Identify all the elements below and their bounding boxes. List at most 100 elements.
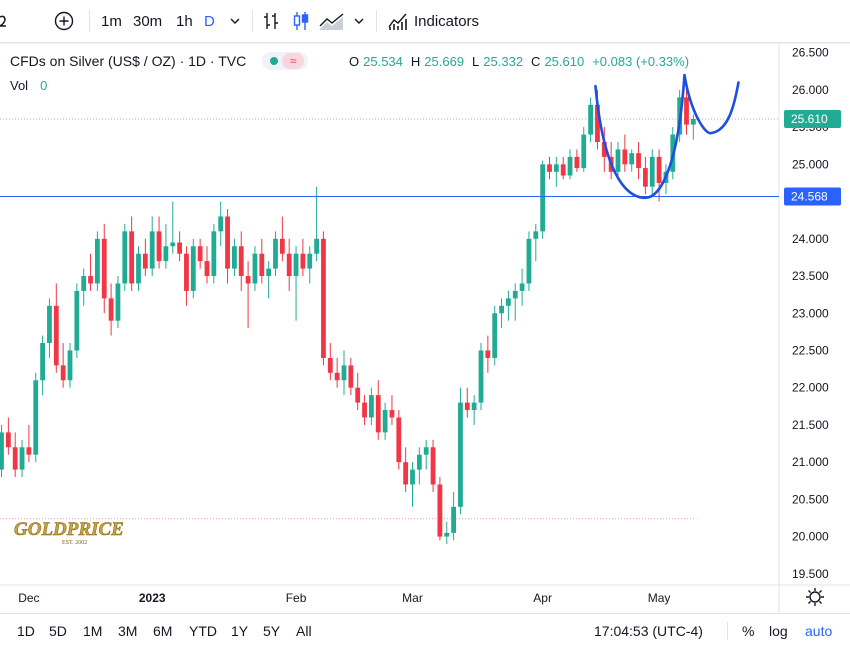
candle-body: [163, 246, 169, 262]
candle-body: [553, 164, 559, 172]
candle-body: [47, 305, 52, 344]
status-badge[interactable]: ≈: [262, 52, 309, 70]
candle-body: [177, 242, 182, 254]
interval-1h[interactable]: 1h: [176, 12, 193, 30]
candle-body: [355, 387, 361, 403]
price-tick-label: 23.000: [792, 306, 829, 320]
candle-body: [649, 156, 655, 187]
interval-1m[interactable]: 1m: [101, 12, 122, 30]
candle-body: [321, 238, 326, 358]
clock-timezone[interactable]: 17:04:53 (UTC-4): [594, 623, 703, 639]
change-value: +0.083 (+0.33%): [592, 54, 690, 69]
time-tick-label: Apr: [533, 591, 552, 605]
candle-body: [108, 298, 114, 321]
range-3m[interactable]: 3M: [118, 623, 138, 639]
candle-body: [615, 149, 621, 172]
candle-body: [369, 395, 374, 418]
range-all[interactable]: All: [296, 623, 312, 639]
top-toolbar: 1m 30m 1h D Indicators: [0, 0, 850, 43]
candle-body: [74, 290, 80, 351]
indicators-icon: [388, 13, 407, 30]
chevron-down-icon: [354, 18, 364, 24]
toolbar-divider: [252, 10, 253, 32]
price-chart[interactable]: GOLDPRICE EST. 2002 19.500 20.000 20.500 21…: [0, 43, 850, 613]
candle-body: [595, 104, 600, 143]
gear-icon: [809, 591, 821, 603]
time-tick-label: 2023: [139, 591, 166, 605]
bars-style-button[interactable]: [262, 0, 280, 42]
candle-body: [273, 238, 278, 269]
candle-body: [170, 242, 176, 247]
range-1y[interactable]: 1Y: [231, 623, 249, 639]
candle-body: [136, 253, 141, 284]
candle-body: [314, 238, 319, 254]
candle-body: [218, 216, 224, 232]
candle-body: [375, 395, 381, 433]
time-axis[interactable]: Dec 2023 Feb Mar Apr May: [18, 591, 670, 605]
area-style-button[interactable]: [319, 0, 345, 42]
toolbar-edge-glyph: [0, 0, 8, 42]
price-tick-label: 26.500: [792, 46, 829, 60]
candle-body: [184, 253, 189, 291]
cup-curve-line[interactable]: [594, 73, 740, 200]
horizontal-line-marker-label: 24.568: [791, 190, 828, 204]
candle-body: [362, 402, 367, 418]
candle-body: [348, 365, 354, 388]
last-price-marker-bg: [784, 109, 841, 128]
symbol-title[interactable]: CFDs on Silver (US$ / OZ) · 1D · TVC: [10, 53, 247, 69]
open-label: O: [349, 54, 360, 69]
market-open-dot-icon: [270, 57, 279, 65]
candle-body: [156, 231, 162, 262]
price-tick-label: 20.000: [792, 530, 829, 544]
close-label: C: [531, 54, 541, 69]
interval-d[interactable]: D: [204, 12, 215, 30]
cup-pattern-drawing[interactable]: [594, 73, 740, 200]
candle-body: [478, 350, 484, 403]
range-5y[interactable]: 5Y: [263, 623, 281, 639]
range-1d[interactable]: 1D: [17, 623, 35, 639]
time-tick-label: Dec: [18, 591, 39, 605]
indicators-label: Indicators: [414, 12, 480, 30]
log-scale-toggle[interactable]: log: [769, 623, 788, 639]
indicators-button[interactable]: Indicators: [388, 0, 479, 42]
candle-body: [499, 305, 504, 314]
candle-body: [190, 246, 196, 291]
axis-settings-button[interactable]: [806, 588, 824, 606]
candle-body: [588, 104, 593, 135]
range-1m[interactable]: 1M: [83, 623, 103, 639]
price-tick-label: 23.500: [792, 269, 829, 283]
price-tick-label: 24.000: [792, 232, 829, 246]
candle-body: [300, 253, 306, 269]
bottom-toolbar: 1D 5D 1M 3M 6M YTD 1Y 5Y All 17:04:53 (U…: [0, 613, 850, 648]
high-value: 25.669: [424, 54, 465, 69]
range-6m[interactable]: 6M: [153, 623, 173, 639]
chart-type-dropdown-button[interactable]: [353, 0, 365, 42]
range-5d[interactable]: 5D: [49, 623, 67, 639]
candle-body: [266, 268, 272, 277]
interval-30m[interactable]: 30m: [133, 12, 163, 30]
candle-body: [622, 149, 628, 165]
price-axis-markers: 25.610 24.568: [784, 109, 841, 206]
candle-body: [629, 153, 635, 165]
price-tick-label: 19.500: [792, 567, 829, 581]
auto-scale-toggle[interactable]: auto: [805, 623, 833, 639]
gear-icon-teeth: [806, 588, 824, 606]
candle-body: [334, 372, 340, 381]
candle-body: [506, 298, 511, 306]
candle-body: [293, 253, 299, 277]
candle-body: [67, 350, 73, 381]
candle-body: [485, 350, 491, 358]
add-symbol-button[interactable]: [54, 0, 74, 42]
candle-body: [464, 402, 470, 411]
candle-body: [60, 365, 66, 381]
candle-body: [656, 156, 662, 183]
price-tick-label: 22.000: [792, 381, 829, 395]
candle-body: [430, 447, 436, 485]
volume-value: 0: [40, 78, 48, 93]
interval-dropdown-button[interactable]: [229, 0, 241, 42]
range-ytd[interactable]: YTD: [189, 623, 217, 639]
percent-scale-toggle[interactable]: %: [742, 623, 755, 639]
candle-body: [129, 231, 135, 284]
candles-style-button[interactable]: [292, 0, 310, 42]
time-tick-label: Mar: [402, 591, 423, 605]
